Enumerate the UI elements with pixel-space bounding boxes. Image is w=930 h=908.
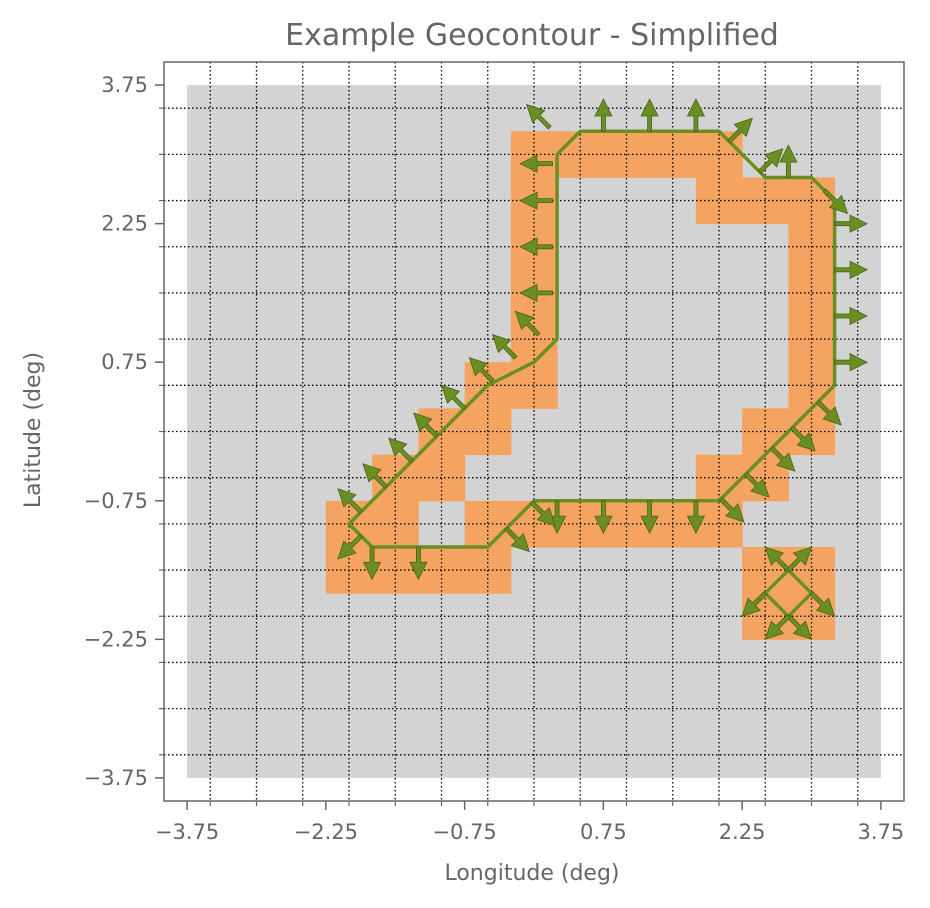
x-tick-label: −2.25 bbox=[294, 820, 358, 844]
y-tick-label: 2.25 bbox=[101, 212, 148, 236]
x-tick-label: −3.75 bbox=[155, 820, 219, 844]
x-tick-label: 3.75 bbox=[857, 820, 904, 844]
y-tick-label: −2.25 bbox=[84, 627, 148, 651]
x-tick-label: −0.75 bbox=[432, 820, 496, 844]
y-tick-label: −3.75 bbox=[84, 766, 148, 790]
boundary-cell bbox=[372, 501, 419, 548]
plot-area bbox=[164, 62, 904, 801]
y-tick-label: 3.75 bbox=[101, 73, 148, 97]
y-tick-label: 0.75 bbox=[101, 350, 148, 374]
boundary-cell bbox=[696, 177, 743, 224]
x-tick-label: 0.75 bbox=[580, 820, 627, 844]
x-tick-label: 2.25 bbox=[719, 820, 766, 844]
y-axis-label: Latitude (deg) bbox=[21, 352, 46, 508]
chart-title: Example Geocontour - Simplified bbox=[285, 18, 779, 53]
x-axis-label: Longitude (deg) bbox=[444, 861, 619, 886]
boundary-cell bbox=[603, 501, 650, 548]
y-tick-label: −0.75 bbox=[84, 489, 148, 513]
